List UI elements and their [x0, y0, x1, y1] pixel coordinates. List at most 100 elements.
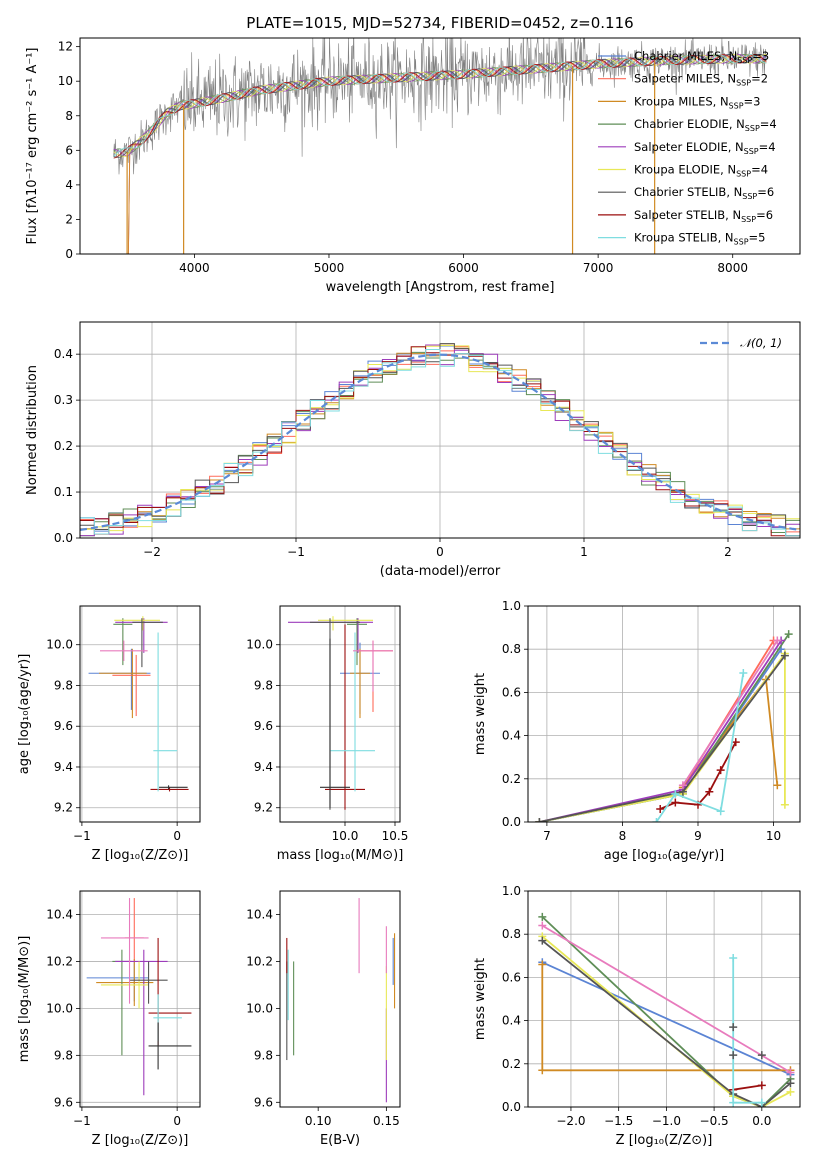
y-tick-label: 0.4	[502, 1014, 521, 1028]
x-tick-label: 0.10	[305, 1114, 332, 1128]
age-vs-mass-plot-area	[288, 616, 393, 810]
weight-line	[732, 958, 762, 1104]
x-tick-label: 0	[173, 1114, 181, 1128]
weight-marker	[773, 781, 782, 790]
weight-marker	[652, 818, 661, 822]
y-tick-label: 9.8	[54, 1048, 73, 1062]
legend-label: Kroupa ELODIE, N	[634, 163, 736, 177]
y-tick-label: 12	[58, 40, 73, 54]
legend-sub: SSP	[744, 147, 759, 156]
x-axis-label: age [log₁₀(age/yr)]	[604, 848, 725, 863]
weight-line	[655, 672, 745, 822]
weight-marker	[731, 738, 740, 747]
y-tick-label: 9.6	[54, 719, 73, 733]
legend-sub: SSP	[736, 170, 751, 179]
y-tick-label: 9.6	[54, 1095, 73, 1109]
x-tick-label: 10	[766, 829, 781, 843]
legend-entry: Salpeter MILES, NSSP=2	[634, 72, 768, 88]
axes-frame	[79, 605, 201, 823]
x-tick-label: 5000	[314, 261, 345, 275]
axes-frame	[527, 605, 801, 823]
x-tick-label: −1	[73, 829, 91, 843]
legend-suffix: =6	[757, 185, 774, 199]
y-tick-label: 9.4	[54, 760, 73, 774]
weight-marker	[729, 1098, 738, 1107]
x-axis-label: mass [log₁₀(M/M⊙)]	[277, 848, 404, 863]
weight-marker	[716, 807, 725, 816]
axes-frame	[79, 321, 801, 539]
x-tick-label: 4000	[179, 261, 210, 275]
y-tick-label: 0.3	[54, 393, 73, 407]
x-axis-label: Z [log₁₀(Z/Z⊙)]	[92, 1133, 189, 1148]
x-tick-label: −0.5	[700, 1114, 729, 1128]
model-spectrum-line	[113, 53, 767, 157]
y-tick-label: 0.6	[502, 970, 521, 984]
legend-sub: SSP	[737, 56, 752, 65]
x-tick-label: −1.5	[604, 1114, 633, 1128]
x-tick-label: 8	[619, 829, 627, 843]
mass-vs-Z-axes: −1 0 9.6 9.8 10.0 10.2 10.4 Z [log₁₀(Z/Z⊙)] mass…	[17, 890, 201, 1148]
x-tick-label: 1	[580, 545, 588, 559]
weight-marker	[538, 960, 547, 969]
legend-entry: Chabrier MILES, NSSP=3	[634, 49, 769, 65]
x-tick-label: −1.0	[652, 1114, 681, 1128]
legend-entry: Kroupa ELODIE, NSSP=4	[634, 163, 768, 179]
histogram-step	[80, 349, 800, 537]
weight-marker	[538, 912, 547, 921]
legend-label: Salpeter ELODIE, N	[634, 140, 744, 154]
legend-suffix: =2	[751, 72, 768, 86]
y-axis-label: Flux [fλ10⁻¹⁷ erg cm⁻² s⁻¹ A⁻¹]	[25, 48, 40, 245]
y-tick-label: 0.1	[54, 485, 73, 499]
figure-title: PLATE=1015, MJD=52734, FIBERID=0452, z=0…	[246, 14, 633, 32]
y-tick-label: 0.0	[502, 1100, 521, 1114]
legend-label: Salpeter STELIB, N	[634, 208, 741, 222]
weight-marker	[784, 630, 793, 639]
y-tick-label: 10.0	[46, 638, 73, 652]
weight-marker	[671, 789, 680, 798]
legend-label: Chabrier MILES, N	[634, 49, 737, 63]
x-tick-label: 0.0	[752, 1114, 771, 1128]
y-tick-label: 0.2	[54, 439, 73, 453]
y-tick-label: 10.0	[246, 638, 273, 652]
y-tick-label: 0.2	[502, 772, 521, 786]
weight-marker	[716, 766, 725, 775]
model-spectrum-line	[113, 54, 767, 158]
y-tick-label: 2	[65, 212, 73, 226]
gaussian-curve	[80, 353, 800, 531]
x-tick-label: 9	[694, 829, 702, 843]
y-axis-label: mass [log₁₀(M/M⊙)]	[17, 936, 32, 1063]
axes-frame	[79, 37, 801, 255]
y-tick-label: 9.8	[254, 1048, 273, 1062]
weight-vs-Z-plot-area	[538, 912, 795, 1107]
y-tick-label: 9.6	[254, 719, 273, 733]
weight-marker	[705, 787, 714, 796]
y-tick-label: 9.2	[54, 801, 73, 815]
legend-entry: Chabrier STELIB, NSSP=6	[634, 185, 774, 201]
y-tick-label: 9.8	[254, 678, 273, 692]
weight-marker	[786, 1079, 795, 1088]
residuals-plot-area	[80, 343, 800, 537]
legend-label: Salpeter MILES, N	[634, 72, 736, 86]
legend-label: Kroupa MILES, N	[634, 94, 729, 108]
residuals-axes: −2 −1 0 1 2 0.0 0.1 0.2 0.3 0.4 (data-model)/error…	[25, 321, 801, 579]
legend-sub: SSP	[742, 192, 757, 201]
age-vs-Z-axes: −1 0 9.2 9.4 9.6 9.8 10.0 Z [log₁₀(Z/Z⊙)] age [l…	[17, 605, 201, 863]
weight-marker	[729, 1023, 738, 1032]
x-tick-label: 8000	[717, 261, 748, 275]
y-tick-label: 0	[65, 247, 73, 261]
legend-label: 𝒩(0, 1)	[740, 336, 782, 350]
x-tick-label: 10.0	[332, 829, 359, 843]
weight-marker	[757, 1081, 766, 1090]
mass-vs-Z-plot-area	[86, 898, 192, 1096]
legend-suffix: =4	[759, 140, 776, 154]
y-axis-label: mass weight	[473, 673, 488, 755]
model-spectrum-line	[113, 53, 767, 157]
legend-suffix: =3	[744, 94, 761, 108]
x-tick-label: 0.15	[373, 1114, 400, 1128]
weight-marker	[757, 1051, 766, 1060]
legend-suffix: =5	[749, 231, 766, 245]
y-tick-label: 0.4	[54, 347, 73, 361]
y-tick-label: 0.6	[502, 685, 521, 699]
y-tick-label: 9.6	[254, 1095, 273, 1109]
axes-frame	[527, 890, 801, 1108]
